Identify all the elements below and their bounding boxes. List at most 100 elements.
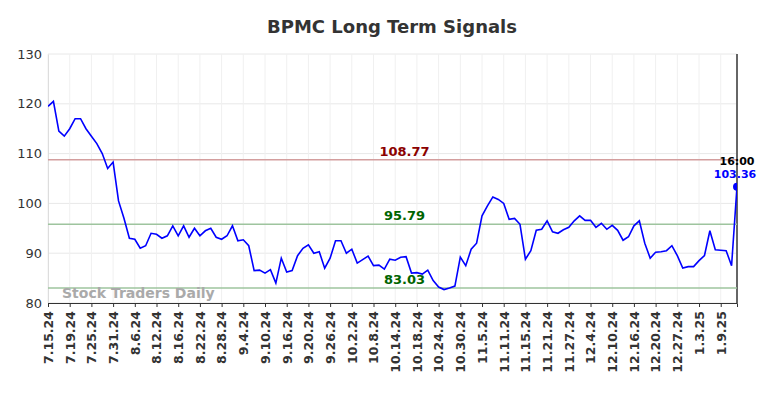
x-tick: 10.24.24 <box>431 303 446 373</box>
x-tick-label: 7.15.24 <box>41 311 56 364</box>
x-tick: 10.30.24 <box>453 303 468 373</box>
x-tick-mark <box>525 303 526 307</box>
x-tick-label: 11.15.24 <box>518 311 533 373</box>
x-grid-line <box>199 54 200 303</box>
x-grid-line <box>330 54 331 303</box>
x-tick-label: 10.24.24 <box>431 311 446 373</box>
x-grid-line <box>265 54 266 303</box>
x-tick-mark <box>569 303 570 307</box>
last-value-label: 103.36 <box>714 168 757 181</box>
x-tick-label: 8.28.24 <box>214 311 229 364</box>
x-tick: 12.20.24 <box>648 303 663 373</box>
x-tick-mark <box>591 303 592 307</box>
x-tick-mark <box>200 303 201 307</box>
x-tick: 12.27.24 <box>670 303 685 373</box>
x-tick: 10.8.24 <box>366 303 381 364</box>
x-grid-line <box>221 54 222 303</box>
y-tick: 130 <box>17 47 48 62</box>
x-tick-label: 11.11.24 <box>497 311 512 373</box>
x-grid-line <box>547 54 548 303</box>
watermark: Stock Traders Daily <box>62 285 215 301</box>
x-grid-line <box>156 54 157 303</box>
y-tick-label: 130 <box>17 47 42 62</box>
x-tick: 7.25.24 <box>84 303 99 364</box>
x-tick: 1.9.25 <box>714 303 729 355</box>
x-grid-line <box>395 54 396 303</box>
y-axis: 8090100110120130 <box>17 47 48 311</box>
x-tick: 11.11.24 <box>497 303 512 373</box>
x-tick-mark <box>699 303 700 307</box>
x-tick-mark <box>222 303 223 307</box>
x-tick-label: 9.10.24 <box>258 311 273 364</box>
x-grid-line <box>633 54 634 303</box>
x-tick-mark <box>612 303 613 307</box>
x-tick-label: 12.10.24 <box>605 311 620 373</box>
level-label: 95.79 <box>384 208 425 223</box>
x-tick-mark <box>656 303 657 307</box>
x-grid-line <box>351 54 352 303</box>
x-grid-line <box>438 54 439 303</box>
x-tick-label: 9.4.24 <box>236 311 251 356</box>
x-tick: 7.15.24 <box>41 303 56 364</box>
last-point <box>733 183 737 191</box>
x-tick-label: 10.18.24 <box>410 311 425 373</box>
x-grid-line <box>612 54 613 303</box>
x-tick-mark <box>178 303 179 307</box>
x-tick-label: 10.30.24 <box>453 311 468 373</box>
x-tick-label: 8.12.24 <box>149 311 164 364</box>
y-tick-label: 80 <box>25 296 42 311</box>
chart: BPMC Long Term Signals80901001101201307.… <box>0 0 784 398</box>
x-grid-line <box>677 54 678 303</box>
price-line <box>48 101 737 289</box>
x-tick: 12.16.24 <box>627 303 642 373</box>
x-tick-label: 8.22.24 <box>193 311 208 364</box>
x-tick: 12.4.24 <box>583 303 598 364</box>
x-tick: 7.31.24 <box>106 303 121 364</box>
x-tick-label: 8.16.24 <box>171 311 186 364</box>
y-tick: 120 <box>17 96 48 111</box>
x-tick-label: 1.9.25 <box>714 311 729 355</box>
x-tick-mark <box>634 303 635 307</box>
x-tick-mark <box>460 303 461 307</box>
x-tick-mark <box>287 303 288 307</box>
x-tick-label: 9.20.24 <box>301 311 316 364</box>
x-tick: 11.15.24 <box>518 303 533 373</box>
x-tick-mark <box>482 303 483 307</box>
x-tick-label: 1.3.25 <box>692 311 707 355</box>
x-tick-label: 9.16.24 <box>280 311 295 364</box>
y-tick-label: 120 <box>17 96 42 111</box>
x-tick: 9.20.24 <box>301 303 316 364</box>
x-tick: 11.27.24 <box>562 303 577 373</box>
x-grid-line <box>460 54 461 303</box>
x-grid-line <box>655 54 656 303</box>
x-tick-mark <box>113 303 114 307</box>
level-label: 83.03 <box>384 272 425 287</box>
x-tick-mark <box>91 303 92 307</box>
x-tick-mark <box>243 303 244 307</box>
x-tick: 8.16.24 <box>171 303 186 364</box>
x-tick: 9.16.24 <box>280 303 295 364</box>
x-grid-line <box>69 54 70 303</box>
x-grid-line <box>416 54 417 303</box>
x-tick: 8.28.24 <box>214 303 229 364</box>
x-tick: 8.12.24 <box>149 303 164 364</box>
x-grid-line <box>699 54 700 303</box>
x-tick-mark <box>439 303 440 307</box>
x-tick-label: 11.21.24 <box>540 311 555 373</box>
y-tick-label: 110 <box>17 146 42 161</box>
x-tick: 10.2.24 <box>345 303 360 364</box>
x-tick-mark <box>374 303 375 307</box>
grid <box>48 54 737 303</box>
level-line <box>48 224 737 226</box>
x-tick-label: 10.8.24 <box>366 311 381 364</box>
x-tick-mark <box>135 303 136 307</box>
level-label: 108.77 <box>379 144 429 159</box>
x-tick-label: 11.27.24 <box>562 311 577 373</box>
x-grid-line <box>113 54 114 303</box>
x-axis: 7.15.247.19.247.25.247.31.248.6.248.12.2… <box>41 303 738 373</box>
x-tick: 1.3.25 <box>692 303 707 355</box>
x-tick: 8.6.24 <box>128 303 143 355</box>
title: BPMC Long Term Signals <box>267 16 517 37</box>
x-tick: 8.22.24 <box>193 303 208 364</box>
x-tick-mark <box>330 303 331 307</box>
